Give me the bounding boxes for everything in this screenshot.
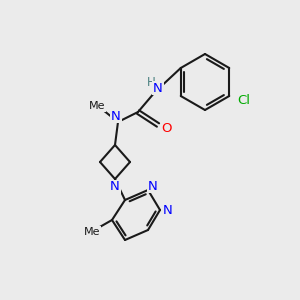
Text: H: H xyxy=(147,76,155,88)
Text: Cl: Cl xyxy=(238,94,251,107)
Text: N: N xyxy=(148,179,158,193)
Text: N: N xyxy=(153,82,163,94)
Text: Me: Me xyxy=(89,101,105,111)
Text: N: N xyxy=(110,181,120,194)
Text: N: N xyxy=(111,110,121,122)
Text: O: O xyxy=(162,122,172,134)
Text: N: N xyxy=(163,203,173,217)
Text: Me: Me xyxy=(84,227,100,237)
